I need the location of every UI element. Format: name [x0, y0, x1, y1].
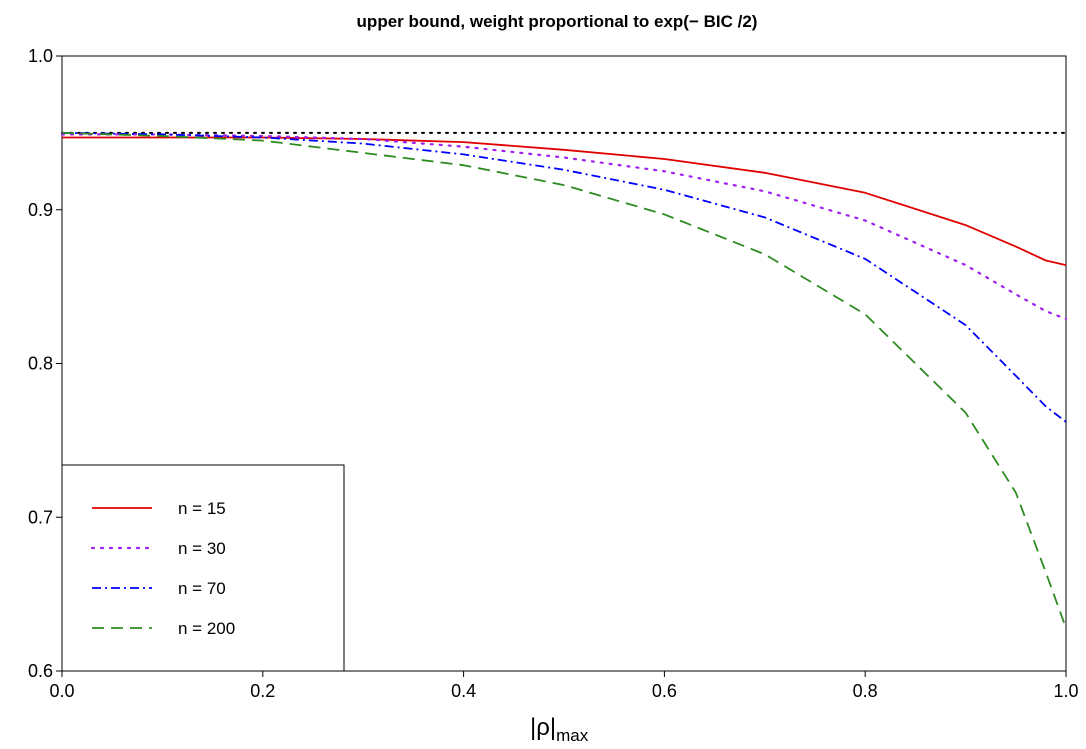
y-tick-label: 0.7	[28, 507, 53, 527]
x-tick-label: 0.0	[49, 681, 74, 701]
y-tick-label: 0.6	[28, 661, 53, 681]
x-axis-title-main: |ρ|	[530, 714, 556, 741]
legend-label: n = 70	[178, 579, 226, 598]
legend: n = 15 n = 30 n = 70 n = 200	[61, 464, 345, 672]
series-line-n-70	[61, 132, 1067, 423]
series-line-n-200	[61, 132, 1067, 629]
y-tick-label: 1.0	[28, 46, 53, 66]
y-tick-label: 0.9	[28, 200, 53, 220]
series-line-n-15	[62, 136, 1067, 266]
legend-items: n = 15 n = 30 n = 70 n = 200	[90, 499, 235, 638]
legend-label: n = 200	[178, 619, 235, 638]
legend-label: n = 15	[178, 499, 226, 518]
series-group	[60, 132, 1068, 629]
y-tick-label: 0.8	[28, 354, 53, 374]
series-line-n-30	[60, 133, 1068, 320]
legend-box	[61, 464, 345, 672]
y-axis: 0.6 0.7 0.8 0.9 1.0	[28, 46, 62, 681]
x-tick-label: 0.2	[250, 681, 275, 701]
x-axis-title: |ρ|max	[530, 714, 589, 745]
x-tick-label: 0.8	[853, 681, 878, 701]
chart-title: upper bound, weight proportional to exp(…	[357, 12, 758, 31]
x-axis-title-subscript: max	[556, 726, 589, 745]
legend-label: n = 30	[178, 539, 226, 558]
x-tick-label: 0.4	[451, 681, 476, 701]
x-tick-label: 0.6	[652, 681, 677, 701]
x-axis: 0.0 0.2 0.4 0.6 0.8 1.0	[49, 671, 1079, 701]
x-tick-label: 1.0	[1053, 681, 1078, 701]
